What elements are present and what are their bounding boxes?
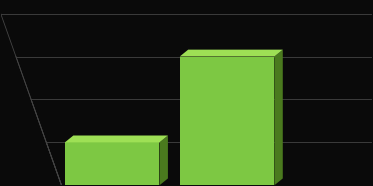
- Polygon shape: [160, 136, 168, 185]
- Bar: [65, 142, 160, 185]
- Bar: [180, 57, 274, 185]
- Polygon shape: [180, 50, 283, 57]
- Polygon shape: [65, 136, 168, 142]
- Polygon shape: [274, 50, 283, 185]
